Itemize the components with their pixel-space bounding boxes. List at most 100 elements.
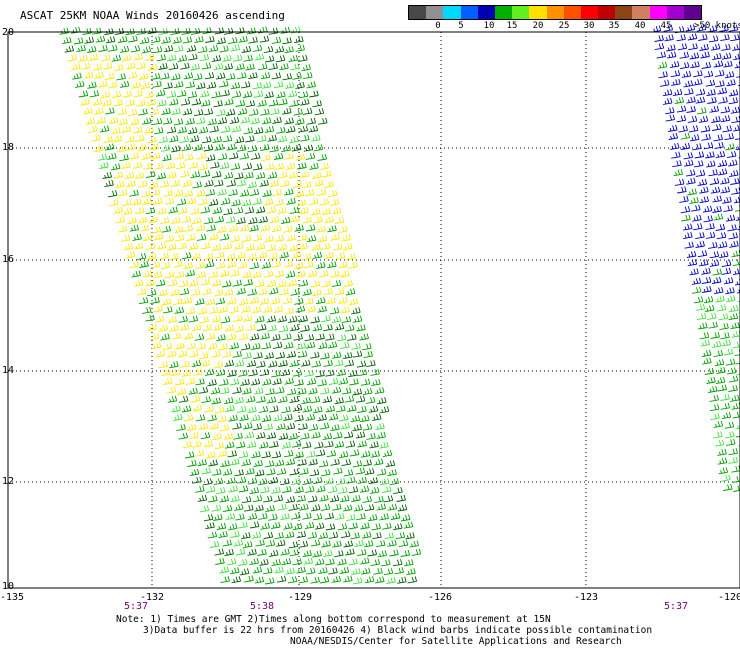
wind-barb bbox=[174, 45, 184, 53]
wind-barb bbox=[321, 208, 331, 216]
wind-barb bbox=[207, 342, 218, 350]
wind-barb bbox=[238, 35, 248, 43]
wind-barb bbox=[314, 558, 325, 566]
wind-barb bbox=[150, 261, 161, 269]
wind-barb bbox=[128, 35, 138, 43]
wind-barb bbox=[127, 109, 138, 117]
wind-barb bbox=[289, 99, 299, 107]
wind-barb bbox=[266, 206, 277, 214]
wind-barb bbox=[196, 342, 206, 350]
wind-barb bbox=[663, 24, 674, 32]
wind-barb bbox=[153, 233, 164, 241]
wind-barb bbox=[211, 397, 222, 405]
wind-barb bbox=[161, 298, 172, 306]
wind-barb bbox=[376, 468, 387, 476]
wind-barb bbox=[216, 37, 226, 45]
wind-barb bbox=[695, 303, 706, 311]
wind-barb bbox=[107, 190, 118, 198]
wind-barb bbox=[211, 91, 221, 99]
wind-barb bbox=[723, 60, 733, 68]
wind-barb bbox=[345, 324, 355, 332]
wind-barb bbox=[351, 342, 361, 350]
wind-barb bbox=[164, 271, 175, 279]
wind-barb bbox=[715, 223, 726, 231]
wind-barb bbox=[142, 117, 152, 125]
wind-barb bbox=[145, 207, 156, 215]
wind-barb bbox=[285, 422, 296, 430]
wind-barb bbox=[277, 135, 288, 143]
wind-barb bbox=[376, 431, 386, 439]
wind-barb bbox=[732, 268, 740, 276]
wind-barb bbox=[253, 127, 264, 135]
wind-barb bbox=[715, 69, 725, 77]
wind-barb bbox=[78, 90, 89, 98]
wind-barb bbox=[286, 197, 296, 205]
wind-barb bbox=[331, 386, 342, 394]
wind-barb bbox=[142, 306, 152, 314]
wind-barb bbox=[255, 206, 266, 214]
wind-barb bbox=[285, 567, 295, 575]
wind-barb bbox=[254, 576, 265, 584]
wind-barb bbox=[717, 457, 728, 465]
wind-barb bbox=[286, 388, 297, 396]
wind-barb bbox=[207, 414, 217, 422]
wind-barb bbox=[252, 423, 263, 431]
wind-barb bbox=[142, 270, 153, 278]
wind-barb bbox=[218, 306, 228, 314]
wind-barb bbox=[126, 62, 136, 70]
wind-barb bbox=[176, 423, 186, 432]
wind-barb bbox=[199, 505, 210, 513]
wind-barb bbox=[219, 45, 229, 53]
wind-barb bbox=[377, 397, 387, 405]
wind-barb bbox=[274, 459, 285, 467]
wind-barb bbox=[246, 360, 257, 368]
wind-barb bbox=[195, 414, 206, 422]
wind-barb bbox=[364, 504, 375, 512]
wind-barb bbox=[362, 495, 373, 503]
wind-barb bbox=[252, 197, 262, 205]
wind-barb bbox=[98, 44, 108, 52]
wind-barb bbox=[362, 459, 372, 467]
wind-barb bbox=[357, 548, 367, 557]
wind-barb bbox=[360, 450, 371, 458]
wind-barb bbox=[244, 431, 255, 439]
wind-barb bbox=[720, 106, 731, 114]
wind-barb bbox=[268, 252, 278, 260]
wind-barb bbox=[109, 199, 119, 207]
wind-barb bbox=[206, 81, 217, 89]
wind-barb bbox=[207, 118, 217, 126]
wind-barb bbox=[237, 72, 247, 80]
wind-barb bbox=[409, 540, 419, 548]
wind-barb bbox=[232, 54, 243, 62]
wind-barb bbox=[723, 277, 734, 285]
wind-barb bbox=[227, 369, 237, 377]
wind-barb bbox=[200, 359, 211, 367]
wind-barb bbox=[121, 54, 132, 62]
lon-label-132: -132 bbox=[140, 592, 164, 603]
wind-barb bbox=[241, 45, 252, 53]
wind-barb bbox=[133, 242, 144, 250]
wind-barb bbox=[341, 234, 351, 242]
wind-barb bbox=[705, 231, 716, 239]
wind-barb bbox=[122, 207, 133, 215]
wind-barb bbox=[151, 226, 162, 234]
wind-barb bbox=[234, 469, 244, 477]
wind-barb bbox=[208, 495, 218, 503]
wind-barb bbox=[242, 352, 252, 360]
wind-barb bbox=[149, 143, 160, 151]
wind-barb bbox=[216, 226, 227, 234]
wind-barb bbox=[170, 369, 181, 377]
legend-swatch bbox=[512, 6, 530, 19]
wind-barb bbox=[238, 558, 248, 566]
wind-barb bbox=[242, 271, 252, 279]
wind-barb bbox=[298, 91, 309, 99]
wind-barb bbox=[87, 81, 97, 89]
wind-barb bbox=[185, 307, 196, 315]
wind-barb bbox=[324, 512, 335, 520]
wind-barb bbox=[108, 44, 118, 52]
wind-barb bbox=[199, 316, 209, 324]
wind-barb bbox=[347, 404, 357, 412]
wind-barb bbox=[324, 477, 334, 485]
wind-barb bbox=[728, 89, 739, 97]
wind-barb bbox=[265, 539, 276, 547]
